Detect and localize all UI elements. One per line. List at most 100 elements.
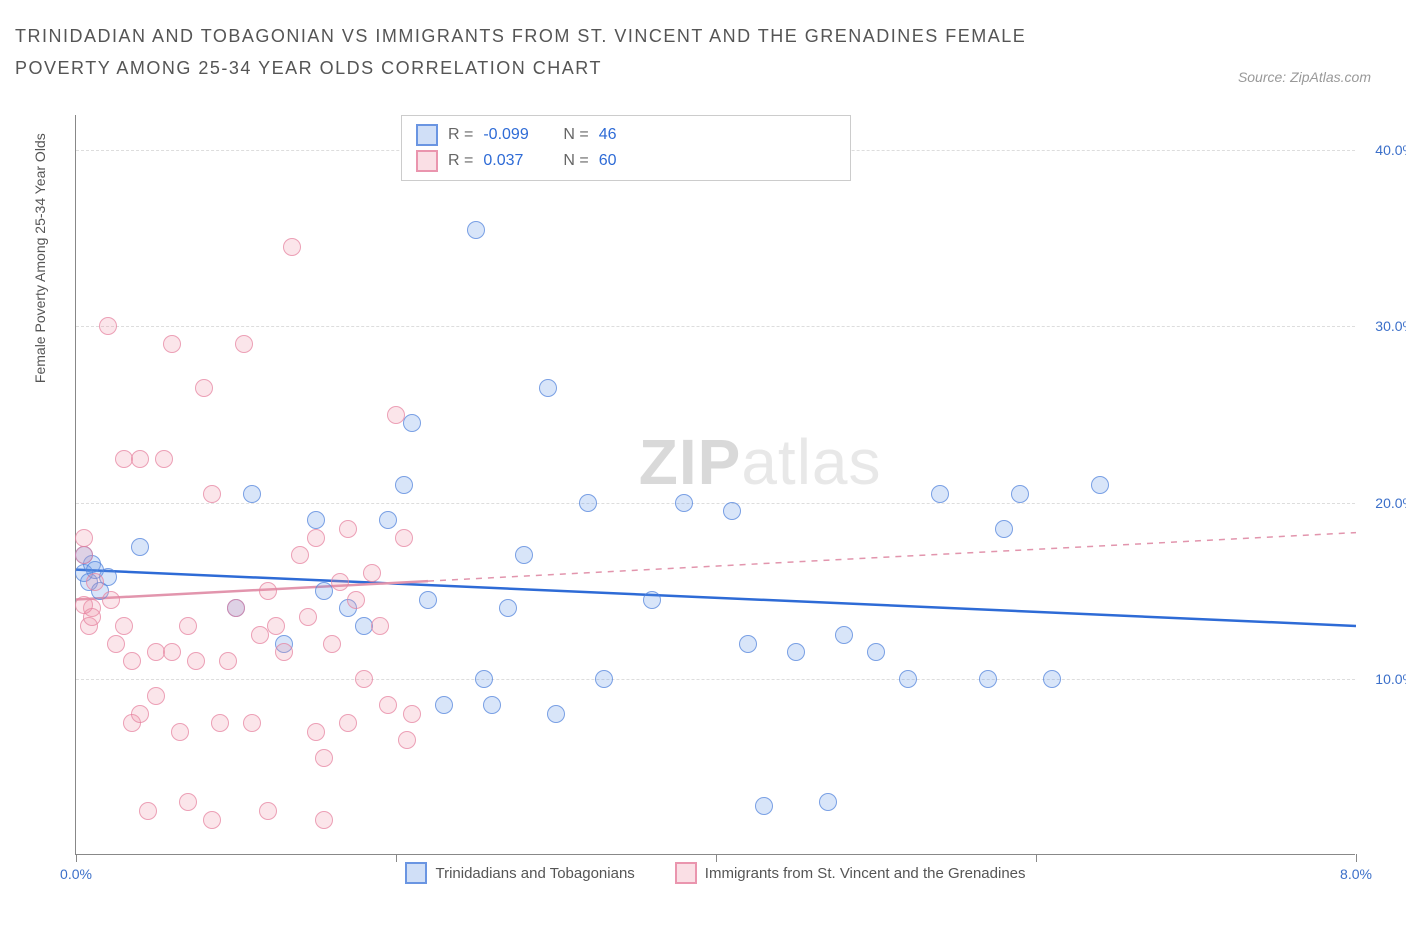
scatter-point — [675, 494, 693, 512]
scatter-point — [219, 652, 237, 670]
scatter-point — [835, 626, 853, 644]
y-tick-label: 30.0% — [1375, 318, 1406, 334]
scatter-point — [379, 696, 397, 714]
legend-item-pink: Immigrants from St. Vincent and the Gren… — [675, 862, 1026, 884]
scatter-point — [227, 599, 245, 617]
scatter-point — [75, 529, 93, 547]
gridline — [76, 679, 1355, 680]
scatter-point — [275, 643, 293, 661]
chart-title: TRINIDADIAN AND TOBAGONIAN VS IMMIGRANTS… — [15, 20, 1115, 85]
scatter-point — [259, 582, 277, 600]
source-value: ZipAtlas.com — [1290, 69, 1371, 85]
scatter-point — [595, 670, 613, 688]
gridline — [76, 503, 1355, 504]
series-name-blue: Trinidadians and Tobagonians — [435, 865, 634, 882]
scatter-point — [211, 714, 229, 732]
scatter-point — [899, 670, 917, 688]
scatter-point — [163, 335, 181, 353]
scatter-point — [131, 450, 149, 468]
legend-swatch-pink-icon — [675, 862, 697, 884]
scatter-point — [75, 596, 93, 614]
x-tick — [1036, 854, 1037, 862]
gridline — [76, 326, 1355, 327]
x-tick — [396, 854, 397, 862]
scatter-point — [307, 529, 325, 547]
scatter-point — [339, 520, 357, 538]
scatter-point — [107, 635, 125, 653]
scatter-point — [643, 591, 661, 609]
scatter-point — [723, 502, 741, 520]
scatter-point — [931, 485, 949, 503]
chart-container: Female Poverty Among 25-34 Year Olds ZIP… — [50, 115, 1380, 885]
scatter-point — [539, 379, 557, 397]
legend-swatch-blue-icon — [405, 862, 427, 884]
scatter-point — [403, 414, 421, 432]
watermark-atlas: atlas — [741, 426, 881, 498]
legend-n-label: N = — [563, 126, 588, 144]
x-tick — [76, 854, 77, 862]
x-tick — [716, 854, 717, 862]
legend-item-blue: Trinidadians and Tobagonians — [405, 862, 634, 884]
scatter-point — [371, 617, 389, 635]
scatter-point — [155, 450, 173, 468]
chart-header: TRINIDADIAN AND TOBAGONIAN VS IMMIGRANTS… — [0, 0, 1406, 95]
scatter-point — [315, 749, 333, 767]
scatter-point — [398, 731, 416, 749]
scatter-point — [499, 599, 517, 617]
scatter-point — [395, 476, 413, 494]
x-tick-label: 8.0% — [1340, 866, 1372, 882]
scatter-point — [787, 643, 805, 661]
scatter-point — [515, 546, 533, 564]
x-tick — [1356, 854, 1357, 862]
series-name-pink: Immigrants from St. Vincent and the Gren… — [705, 865, 1026, 882]
scatter-point — [979, 670, 997, 688]
trend-line-solid — [76, 581, 428, 599]
scatter-point — [131, 705, 149, 723]
correlation-legend: R = -0.099 N = 46 R = 0.037 N = 60 — [401, 115, 851, 181]
legend-n-value: 60 — [599, 152, 669, 170]
scatter-point — [755, 797, 773, 815]
scatter-point — [171, 723, 189, 741]
scatter-point — [163, 643, 181, 661]
scatter-point — [267, 617, 285, 635]
scatter-point — [283, 238, 301, 256]
scatter-point — [243, 485, 261, 503]
scatter-point — [315, 582, 333, 600]
source-label: Source: — [1238, 69, 1290, 85]
scatter-point — [387, 406, 405, 424]
scatter-point — [102, 591, 120, 609]
source-citation: Source: ZipAtlas.com — [1238, 69, 1371, 85]
scatter-point — [235, 335, 253, 353]
scatter-point — [179, 793, 197, 811]
scatter-point — [483, 696, 501, 714]
legend-r-label: R = — [448, 126, 473, 144]
y-tick-label: 20.0% — [1375, 495, 1406, 511]
scatter-point — [395, 529, 413, 547]
scatter-point — [243, 714, 261, 732]
scatter-point — [251, 626, 269, 644]
plot-area: ZIPatlas R = -0.099 N = 46 R = 0.037 N =… — [75, 115, 1355, 855]
scatter-point — [187, 652, 205, 670]
scatter-point — [315, 811, 333, 829]
scatter-point — [547, 705, 565, 723]
scatter-point — [139, 802, 157, 820]
scatter-point — [467, 221, 485, 239]
watermark: ZIPatlas — [639, 425, 882, 499]
scatter-point — [179, 617, 197, 635]
scatter-point — [475, 670, 493, 688]
trend-lines-svg — [76, 115, 1356, 855]
series-legend: Trinidadians and Tobagonians Immigrants … — [76, 862, 1355, 884]
scatter-point — [363, 564, 381, 582]
legend-swatch-blue — [416, 124, 438, 146]
scatter-point — [291, 546, 309, 564]
scatter-point — [1091, 476, 1109, 494]
y-tick-label: 10.0% — [1375, 671, 1406, 687]
scatter-point — [355, 670, 373, 688]
scatter-point — [419, 591, 437, 609]
legend-swatch-pink — [416, 150, 438, 172]
scatter-point — [115, 617, 133, 635]
scatter-point — [379, 511, 397, 529]
legend-row: R = 0.037 N = 60 — [416, 148, 836, 174]
scatter-point — [86, 573, 104, 591]
legend-r-value: -0.099 — [483, 126, 553, 144]
